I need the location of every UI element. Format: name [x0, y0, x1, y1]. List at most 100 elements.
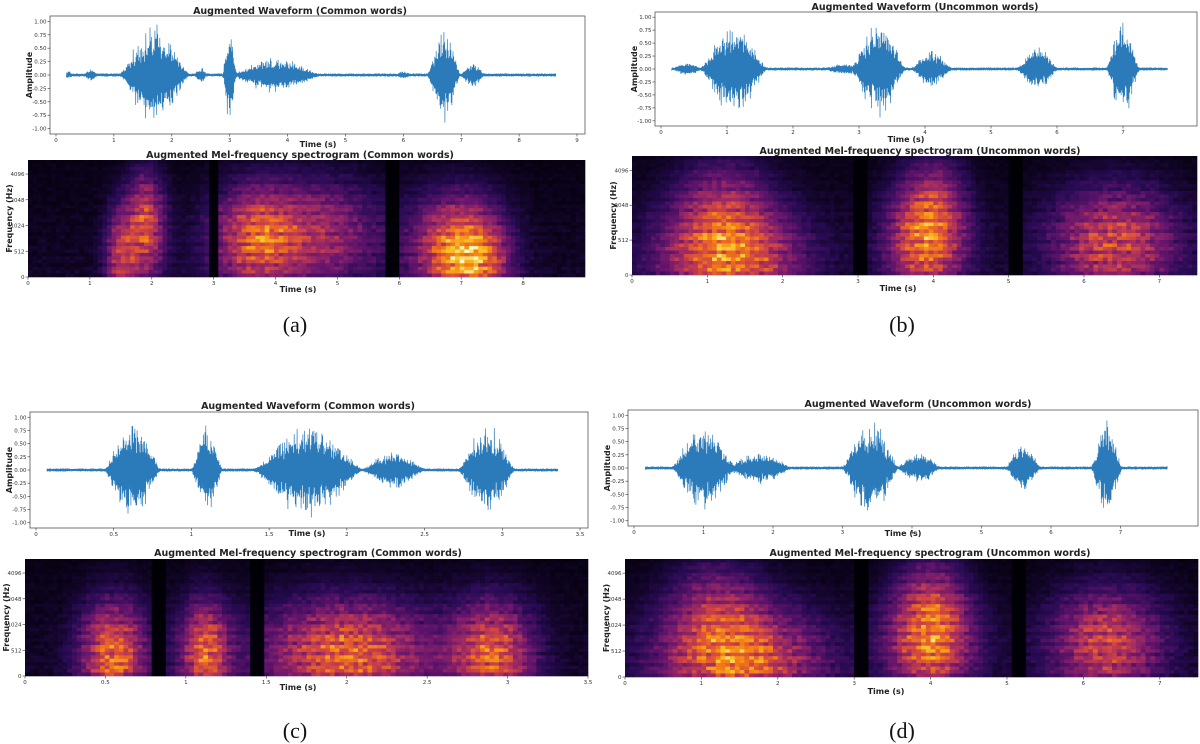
waveform-y-tick-label: 1.00 — [639, 15, 652, 21]
waveform-title: Augmented Waveform (Uncommon words) — [804, 399, 1031, 410]
spectrogram-y-tick-label: 512 — [618, 238, 629, 244]
waveform-x-tick-label: 2 — [771, 530, 775, 536]
spectrogram-x-tick-label: 2 — [345, 680, 349, 686]
waveform-y-tick-label: -1.00 — [610, 519, 625, 525]
waveform-y-tick-label: -0.25 — [32, 86, 47, 92]
spectrogram-x-tick-label: 6 — [1082, 681, 1086, 687]
waveform-y-tick-label: -0.50 — [32, 100, 47, 106]
waveform-y-tick-label: 0.50 — [612, 440, 625, 446]
spectrogram-title: Augmented Mel-frequency spectrogram (Unc… — [770, 548, 1091, 559]
waveform-y-tick-label: -0.50 — [637, 93, 652, 99]
spectrogram-y-tick-label: 2048 — [11, 198, 25, 204]
waveform-y-tick-label: -0.50 — [12, 494, 27, 500]
waveform-x-tick-label: 2 — [170, 138, 174, 144]
waveform-title: Augmented Waveform (Uncommon words) — [811, 2, 1038, 13]
spectrogram-x-tick-label: 8 — [521, 281, 525, 287]
spectrogram-x-tick-label: 0 — [23, 680, 27, 686]
spectrogram-x-tick-label: 7 — [1158, 681, 1162, 687]
waveform-x-tick-label: 3 — [857, 130, 861, 136]
waveform-y-tick-label: 0.75 — [612, 426, 625, 432]
waveform-x-tick-label: 3.5 — [576, 532, 585, 538]
spectrogram-y-tick-label: 512 — [11, 648, 22, 654]
spectrogram-y-tick-label: 1024 — [8, 623, 22, 629]
spectrogram-y-axis-label: Frequency (Hz) — [609, 181, 618, 249]
waveform-x-tick-label: 1 — [112, 138, 116, 144]
spectrogram-x-tick-label: 4 — [932, 279, 936, 285]
waveform-y-tick-label: -0.75 — [32, 113, 47, 119]
spectrogram-x-tick-label: 0 — [26, 281, 30, 287]
spectrogram-x-tick-label: 3 — [856, 279, 860, 285]
waveform-y-tick-label: -0.25 — [637, 80, 652, 86]
waveform-x-tick-label: 8 — [517, 138, 521, 144]
waveform-x-tick-label: 9 — [575, 138, 579, 144]
waveform-y-tick-label: -0.75 — [12, 508, 27, 514]
spectrogram-x-tick-label: 4 — [274, 281, 278, 287]
waveform-y-tick-label: 0.25 — [14, 455, 27, 461]
spectrogram-x-axis-label: Time (s) — [280, 683, 317, 692]
spectrogram-y-tick-label: 1024 — [608, 623, 622, 629]
waveform-y-tick-label: 0.50 — [14, 442, 27, 448]
waveform-y-tick-label: 1.00 — [612, 413, 625, 419]
spectrogram-title: Augmented Mel-frequency spectrogram (Unc… — [760, 146, 1081, 157]
panel-c: Augmented Waveform (Common words) Time (s… — [0, 372, 600, 743]
panel-b: Augmented Waveform (Uncommon words)Time … — [600, 0, 1200, 371]
waveform-y-tick-label: 0.25 — [34, 60, 47, 66]
spectrogram-x-tick-label: 0.5 — [101, 680, 110, 686]
waveform-y-tick-label: -1.00 — [32, 127, 47, 133]
spectrogram-x-tick-label: 1 — [88, 281, 92, 287]
spectrogram-y-tick-label: 4096 — [11, 172, 25, 178]
waveform-x-tick-label: 6 — [1055, 130, 1059, 136]
spectrogram-y-tick-label: 512 — [611, 649, 622, 655]
waveform-x-tick-label: 3 — [501, 532, 505, 538]
waveform-x-tick-label: 0 — [54, 138, 58, 144]
spectrogram-x-tick-label: 6 — [1082, 279, 1086, 285]
waveform-y-tick-label: 1.00 — [14, 415, 27, 421]
waveform-x-tick-label: 2.5 — [420, 532, 429, 538]
waveform-x-tick-label: 7 — [1121, 130, 1125, 136]
spectrogram-x-tick-label: 5 — [336, 281, 340, 287]
spectrogram-y-axis-label: Frequency (Hz) — [5, 184, 14, 252]
spectrogram-x-tick-label: 6 — [398, 281, 402, 287]
spectrogram-x-tick-label: 1 — [706, 279, 710, 285]
waveform-y-tick-label: 0.75 — [14, 428, 27, 434]
waveform-x-tick-label: 0.5 — [109, 532, 118, 538]
spectrogram-y-tick-label: 2048 — [608, 597, 622, 603]
spectrogram-heatmap — [632, 156, 1197, 275]
spectrogram-y-tick-label: 4096 — [8, 571, 22, 577]
waveform-y-tick-label: 0.75 — [34, 33, 47, 39]
spectrogram-y-tick-label: 512 — [14, 249, 25, 255]
spectrogram-x-tick-label: 1 — [700, 681, 704, 687]
spectrogram-heatmap — [625, 559, 1198, 677]
spectrogram-x-tick-label: 2.5 — [423, 680, 432, 686]
waveform-x-tick-label: 2 — [345, 532, 349, 538]
waveform-title: Augmented Waveform (Common words) — [193, 6, 407, 17]
waveform-x-tick-label: 5 — [980, 530, 984, 536]
spectrogram-x-tick-label: 1 — [184, 680, 188, 686]
spectrogram-y-axis-label: Frequency (Hz) — [2, 583, 11, 651]
waveform-y-tick-label: 0.50 — [34, 46, 47, 52]
waveform-x-tick-label: 4 — [286, 138, 290, 144]
spectrogram-y-tick-label: 0 — [618, 675, 622, 681]
waveform-y-tick-label: 1.00 — [34, 19, 47, 25]
spectrogram-x-tick-label: 2 — [776, 681, 780, 687]
spectrogram-heatmap — [28, 160, 585, 277]
spectrogram-x-tick-label: 7 — [459, 281, 463, 287]
caption-a: (a) — [255, 312, 335, 338]
waveform-title: Augmented Waveform (Common words) — [201, 401, 415, 412]
waveform-x-tick-label: 3 — [228, 138, 232, 144]
panel-d: Augmented Waveform (Uncommon words)Time … — [600, 372, 1200, 743]
waveform-y-tick-label: -0.75 — [610, 506, 625, 512]
waveform-x-tick-label: 1 — [190, 532, 194, 538]
waveform-y-tick-label: -1.00 — [637, 119, 652, 125]
waveform-y-tick-label: 0.25 — [612, 453, 625, 459]
waveform-x-tick-label: 4 — [910, 530, 914, 536]
spectrogram-x-axis-label: Time (s) — [280, 285, 317, 294]
spectrogram-y-tick-label: 4096 — [608, 571, 622, 577]
waveform-y-tick-label: 0.00 — [14, 468, 27, 474]
waveform-x-tick-label: 6 — [402, 138, 406, 144]
waveform-y-tick-label: 0.75 — [639, 28, 652, 34]
waveform-y-tick-label: 0.00 — [639, 67, 652, 73]
caption-b: (b) — [862, 312, 942, 338]
spectrogram-y-tick-label: 2048 — [615, 203, 629, 209]
waveform-x-tick-label: 1.5 — [265, 532, 274, 538]
